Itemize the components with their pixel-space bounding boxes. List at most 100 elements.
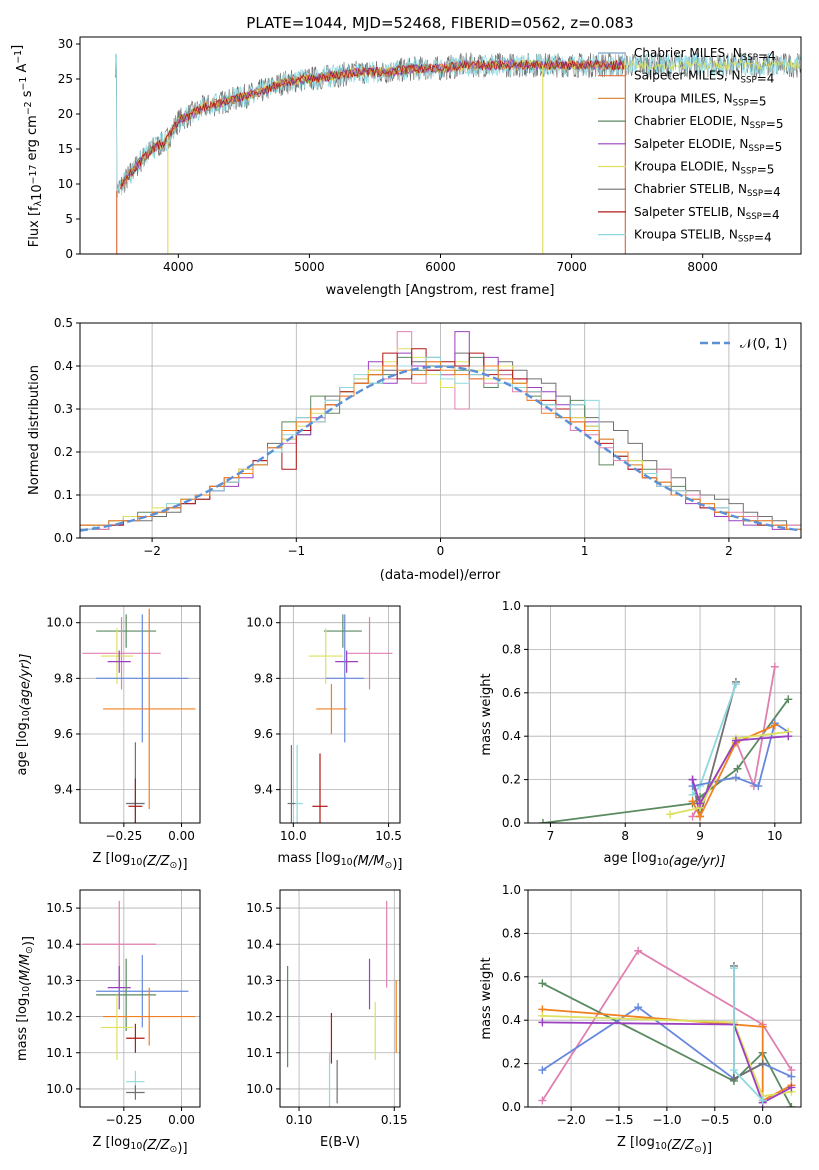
weight-marker: [758, 1096, 767, 1105]
axes-frame: [279, 889, 401, 1108]
x-tick-label: 1: [581, 544, 589, 558]
y-tick-label: 10.2: [46, 1010, 73, 1024]
y-tick-label: 9.6: [254, 727, 273, 741]
y-axis-label: age [log10(age/yr)]: [15, 654, 33, 776]
weight-marker: [787, 1083, 796, 1092]
y-tick-label: 10.1: [46, 1046, 73, 1060]
x-tick-label: −1.0: [652, 1113, 681, 1127]
weight-series-yellow: [669, 731, 789, 816]
y-tick-label: 10.4: [246, 937, 273, 951]
weight-marker: [538, 1096, 547, 1105]
weight-marker: [688, 775, 697, 784]
x-axis-label: Z [log10(Z/Z⊙)]: [617, 1135, 712, 1156]
y-tick-label: 0.0: [502, 816, 521, 830]
weight-marker: [696, 799, 705, 808]
spectrum-kroupa_miles: [120, 59, 625, 186]
y-axis-label: Flux [fλ10−17 erg cm−2 s−1 A−1]: [10, 45, 45, 247]
x-axis-label: wavelength [Angstrom, rest frame]: [326, 283, 555, 298]
x-tick-label: 9: [696, 829, 704, 843]
weight-marker: [731, 773, 740, 782]
weight-lines: [538, 662, 793, 823]
x-tick-label: 0.00: [168, 1113, 195, 1127]
x-tick-label: −0.5: [700, 1113, 729, 1127]
y-tick-label: 10.0: [246, 616, 273, 630]
x-tick-label: 4000: [163, 260, 194, 274]
weight-series-green: [542, 698, 790, 823]
figure-title: PLATE=1044, MJD=52468, FIBERID=0562, z=0…: [246, 14, 633, 32]
y-tick-label: 10.4: [46, 937, 73, 951]
y-tick-label: 1.0: [502, 599, 521, 613]
y-axis-label: mass weight: [479, 957, 494, 1039]
x-tick-label: −0.25: [105, 1113, 142, 1127]
weight-marker: [696, 812, 705, 821]
spectrum-chabrier_elodie: [120, 58, 625, 187]
weight-marker: [688, 797, 697, 806]
y-tick-label: 0.4: [54, 359, 73, 373]
x-tick-label: −1.5: [604, 1113, 633, 1127]
x-axis-label: (data-model)/error: [380, 568, 501, 583]
y-tick-label: 20: [58, 107, 73, 121]
y-tick-label: 0.8: [502, 642, 521, 656]
y-tick-label: 10.2: [246, 1010, 273, 1024]
weight-series-green: [541, 982, 793, 1107]
y-tick-label: 10.0: [246, 1082, 273, 1096]
axes-frame: [527, 889, 802, 1108]
x-axis-label: Z [log10(Z/Z⊙)]: [92, 1135, 187, 1156]
legend-entry: Chabrier MILES, NSSP=4: [634, 46, 776, 63]
x-tick-label: 7000: [556, 260, 587, 274]
weight-marker: [538, 1066, 547, 1075]
y-tick-label: 9.4: [254, 783, 273, 797]
y-tick-label: 30: [58, 37, 73, 51]
y-tick-label: 0.4: [502, 1013, 521, 1027]
weight-marker: [784, 695, 793, 704]
axes-frame: [527, 605, 802, 824]
weight-marker: [538, 819, 547, 823]
x-tick-label: 0.00: [168, 829, 195, 843]
spectrum-chabrier_miles: [120, 59, 625, 189]
y-tick-label: 0.0: [54, 531, 73, 545]
x-axis-label: Z [log10(Z/Z⊙)]: [92, 851, 187, 872]
x-tick-label: 6000: [425, 260, 456, 274]
x-tick-label: 5000: [294, 260, 325, 274]
x-tick-label: 7: [547, 829, 555, 843]
x-tick-label: 10.0: [280, 829, 307, 843]
weight-series-pink: [541, 949, 793, 1101]
weight-marker: [666, 810, 675, 819]
x-tick-label: 8000: [687, 260, 718, 274]
y-tick-label: 10.0: [46, 616, 73, 630]
weight-marker: [770, 662, 779, 671]
y-tick-label: 9.4: [54, 783, 73, 797]
x-tick-label: 2: [725, 544, 733, 558]
y-tick-label: 0.1: [54, 488, 73, 502]
spectrum-salpeter_stelib: [120, 59, 625, 190]
weight-series-purple: [542, 1021, 792, 1104]
spectrum-salpeter_miles: [120, 58, 625, 191]
x-tick-label: 0.0: [753, 1113, 772, 1127]
legend-entry: Salpeter STELIB, NSSP=4: [634, 205, 780, 222]
weight-series-yellow: [542, 1015, 792, 1098]
legend-entry: Salpeter ELODIE, NSSP=5: [634, 137, 782, 154]
x-tick-label: 0.15: [381, 1113, 408, 1127]
legend-entry: Chabrier ELODIE, NSSP=5: [634, 114, 783, 131]
legend-entry: Chabrier STELIB, NSSP=4: [634, 182, 781, 199]
weight-marker: [634, 946, 643, 955]
weight-marker: [731, 736, 740, 745]
y-tick-label: 10.3: [46, 973, 73, 987]
spectrum-lines: [115, 52, 801, 254]
y-tick-label: 0.0: [502, 1100, 521, 1114]
y-tick-label: 0.8: [502, 926, 521, 940]
y-tick-label: 9.8: [54, 671, 73, 685]
y-tick-label: 9.8: [254, 671, 273, 685]
y-tick-label: 0.3: [54, 402, 73, 416]
weight-lines: [538, 946, 796, 1107]
x-tick-label: −1: [287, 544, 305, 558]
y-tick-label: 0.6: [502, 970, 521, 984]
axes-frame: [79, 889, 201, 1108]
y-tick-label: 10.5: [246, 901, 273, 915]
x-tick-label: 0.10: [286, 1113, 313, 1127]
y-tick-label: 10.0: [46, 1082, 73, 1096]
weight-marker: [538, 1018, 547, 1027]
weight-marker: [770, 721, 779, 730]
y-tick-label: 25: [58, 72, 73, 86]
axes-frame: [79, 605, 201, 824]
